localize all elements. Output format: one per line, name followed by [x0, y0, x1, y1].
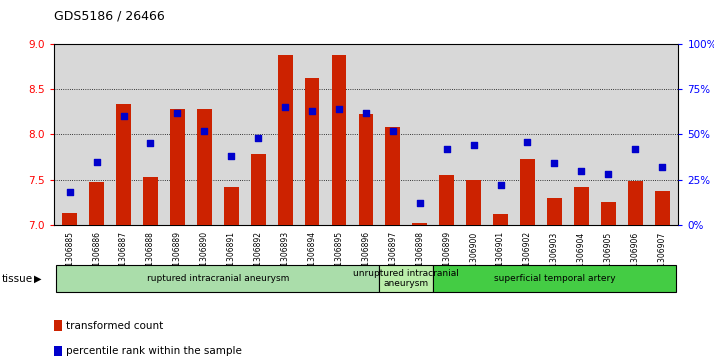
Bar — [251, 154, 266, 225]
Point — [64, 189, 76, 195]
Point — [360, 110, 371, 115]
Bar — [433, 265, 675, 292]
Bar — [56, 265, 379, 292]
Bar — [116, 105, 131, 225]
Point — [279, 104, 291, 110]
Point — [91, 159, 102, 164]
Point — [630, 146, 641, 152]
Point — [198, 128, 210, 134]
Point — [306, 108, 318, 114]
Point — [226, 153, 237, 159]
Text: transformed count: transformed count — [66, 321, 164, 331]
Point — [522, 139, 533, 144]
Bar — [413, 223, 427, 225]
Bar — [601, 203, 615, 225]
Point — [575, 168, 587, 174]
Point — [145, 140, 156, 146]
Bar — [628, 182, 643, 225]
Bar — [547, 198, 562, 225]
Point — [468, 142, 479, 148]
Text: ▶: ▶ — [34, 274, 42, 284]
Bar — [305, 78, 319, 225]
Bar — [379, 265, 433, 292]
Bar — [224, 187, 238, 225]
Text: tissue: tissue — [1, 274, 33, 284]
Bar — [466, 180, 481, 225]
Bar — [143, 177, 158, 225]
Bar — [386, 127, 401, 225]
Point — [414, 200, 426, 206]
Point — [656, 164, 668, 170]
Point — [118, 113, 129, 119]
Point — [333, 106, 345, 112]
Text: unruptured intracranial
aneurysm: unruptured intracranial aneurysm — [353, 269, 459, 288]
Bar — [439, 175, 454, 225]
Point — [441, 146, 453, 152]
Point — [549, 160, 560, 166]
Point — [171, 110, 183, 115]
Bar — [197, 109, 212, 225]
Bar — [89, 183, 104, 225]
Text: ruptured intracranial aneurysm: ruptured intracranial aneurysm — [146, 274, 289, 283]
Text: GDS5186 / 26466: GDS5186 / 26466 — [54, 9, 164, 22]
Point — [253, 135, 264, 141]
Bar — [331, 56, 346, 225]
Text: superficial temporal artery: superficial temporal artery — [493, 274, 615, 283]
Bar — [520, 159, 535, 225]
Point — [495, 182, 506, 188]
Bar — [170, 109, 185, 225]
Point — [387, 128, 398, 134]
Bar — [574, 187, 589, 225]
Bar — [493, 214, 508, 225]
Point — [603, 171, 614, 177]
Bar — [358, 114, 373, 225]
Bar — [62, 213, 77, 225]
Bar — [278, 56, 293, 225]
Bar — [655, 191, 670, 225]
Text: percentile rank within the sample: percentile rank within the sample — [66, 346, 242, 356]
